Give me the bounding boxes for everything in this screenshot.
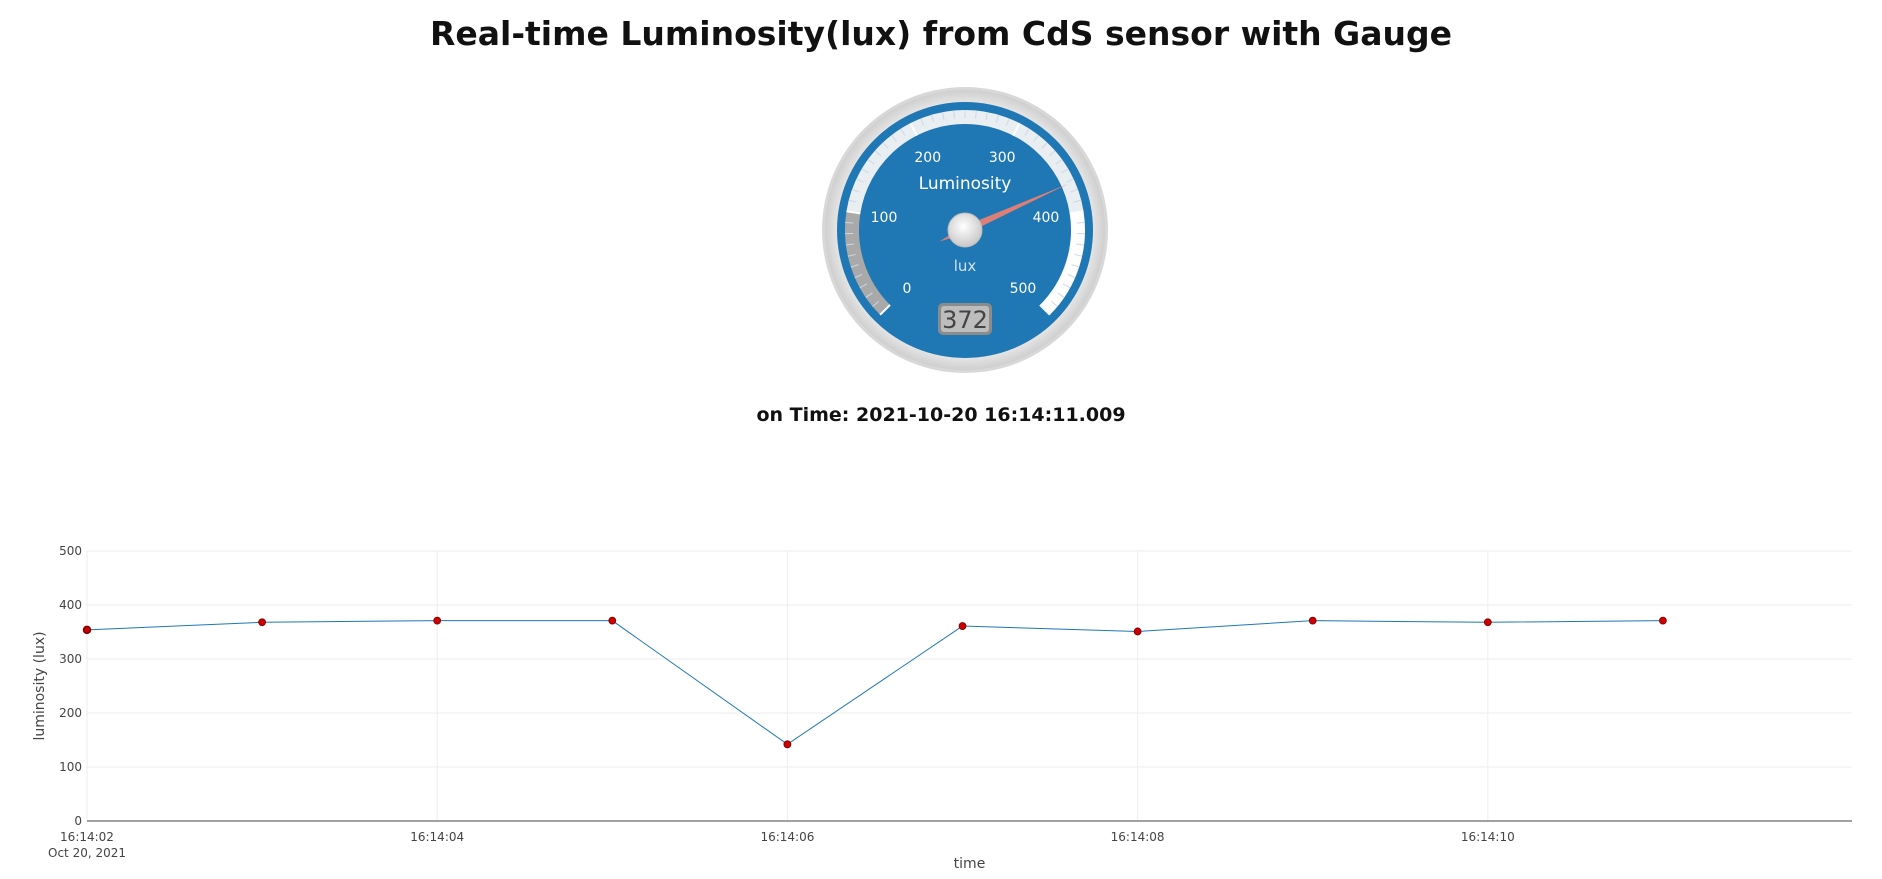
data-point (609, 617, 616, 624)
gauge-minor-tick (845, 222, 853, 223)
data-point (84, 626, 91, 633)
timestamp-prefix: on Time: (756, 404, 856, 426)
y-tick-label: 500 (59, 544, 82, 558)
gauge-tick-label: 300 (989, 150, 1016, 166)
gauge-tick-label: 200 (914, 150, 941, 166)
gauge-tick-label: 500 (1010, 281, 1037, 297)
chart-axes: 0 100 200 300 400 500 16:14:02 Oct 20, 2021 16:1… (48, 544, 1852, 860)
data-point (784, 741, 791, 748)
timestamp-line: on Time: 2021-10-20 16:14:11.009 (0, 404, 1882, 426)
series-line (87, 621, 1663, 745)
chart-svg: 0 100 200 300 400 500 16:14:02 Oct 20, 2021 16:1… (0, 520, 1882, 875)
gauge-tick-label: 100 (871, 210, 898, 226)
x-tick-label: 16:14:02 (60, 830, 114, 844)
data-point (434, 617, 441, 624)
x-tick-label: 16:14:10 (1461, 830, 1515, 844)
x-axis-label: time (954, 856, 986, 872)
gauge-minor-tick (1077, 222, 1085, 223)
data-point (259, 619, 266, 626)
series-markers (84, 617, 1667, 748)
gauge-svg: 0 100 200 300 400 500 Luminosity lux 372 (820, 85, 1110, 375)
luminosity-gauge: 0 100 200 300 400 500 Luminosity lux 372 (820, 85, 1110, 375)
data-point (1484, 619, 1491, 626)
y-tick-label: 0 (74, 814, 82, 828)
gauge-value-text: 372 (942, 306, 988, 334)
timestamp-value: 2021-10-20 16:14:11.009 (856, 404, 1126, 426)
page-title: Real-time Luminosity(lux) from CdS senso… (0, 14, 1882, 53)
y-axis-label: luminosity (lux) (32, 631, 48, 740)
data-point (1309, 617, 1316, 624)
gauge-units: lux (954, 257, 977, 275)
luminosity-chart: 0 100 200 300 400 500 16:14:02 Oct 20, 2021 16:1… (0, 520, 1882, 875)
gauge-tick-label: 0 (903, 281, 912, 297)
data-point (959, 623, 966, 630)
gauge-needle-cap (948, 213, 982, 247)
gauge-title: Luminosity (919, 174, 1012, 194)
x-tick-label: 16:14:04 (410, 830, 464, 844)
x-tick-sublabel: Oct 20, 2021 (48, 846, 126, 860)
chart-grid (87, 551, 1852, 821)
data-point (1134, 628, 1141, 635)
y-tick-label: 200 (59, 706, 82, 720)
x-tick-label: 16:14:08 (1111, 830, 1165, 844)
y-tick-label: 400 (59, 598, 82, 612)
data-point (1659, 617, 1666, 624)
y-tick-label: 100 (59, 760, 82, 774)
x-tick-label: 16:14:06 (760, 830, 814, 844)
y-tick-label: 300 (59, 652, 82, 666)
gauge-tick-label: 400 (1033, 210, 1060, 226)
